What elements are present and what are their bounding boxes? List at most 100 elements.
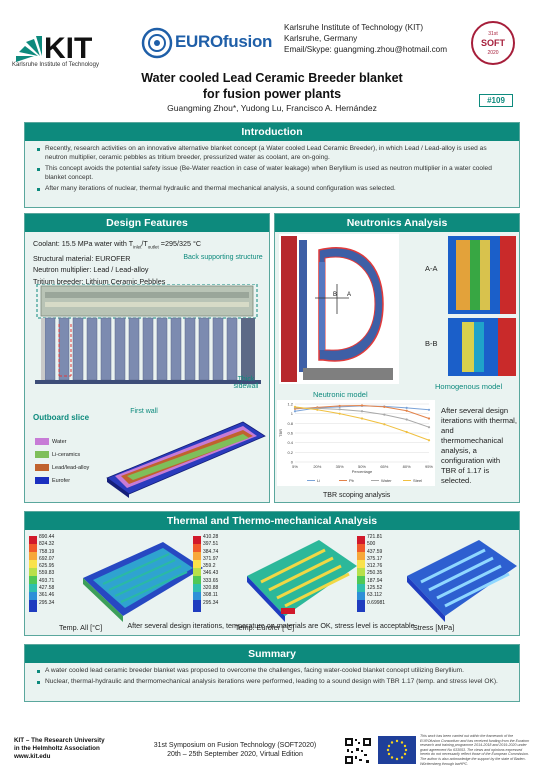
data-point-steel [427, 439, 431, 442]
data-point-pb [427, 417, 431, 420]
chart-background [277, 400, 435, 486]
section-heading: Design Features [25, 214, 269, 232]
soft-badge-line: 2020 [487, 50, 498, 56]
introduction-panel: Introduction Recently, research activiti… [24, 122, 520, 208]
section-heading: Introduction [25, 123, 519, 141]
legend-item: Li-ceramics [35, 451, 89, 458]
footer-kit-info: KIT – The Research University in the Hel… [14, 737, 105, 760]
section-label-aa: A-A [425, 264, 438, 273]
callout-back-supporting: Back supporting structure [183, 254, 263, 261]
legend-label-water: Water [381, 478, 392, 483]
x-axis-label: Percentage [352, 469, 373, 474]
y-tick-label: 1.2 [287, 402, 293, 407]
y-tick-label: 0.6 [287, 431, 293, 436]
data-point-water [427, 426, 431, 429]
intro-bullet: After many iterations of nuclear, therma… [37, 185, 509, 194]
section-view-bb [448, 318, 516, 376]
intro-bullet: This concept avoids the potential safety… [37, 165, 509, 182]
colorbar-stress [357, 536, 365, 612]
contact-line: Karlsruhe Institute of Technology (KIT) [284, 23, 424, 32]
data-point-pb [360, 404, 364, 407]
y-axis-label: TBR [278, 429, 283, 437]
data-point-li [293, 410, 297, 413]
structural-spec: Structural material: EUROFER [33, 253, 131, 263]
data-point-water [338, 408, 341, 411]
caption-temp-eurofer: Temp. Eurofer [°C] [235, 623, 295, 632]
legend-swatch [35, 438, 49, 445]
intro-bullet-list: Recently, research activities on an inno… [25, 141, 519, 194]
data-point-steel [338, 412, 341, 415]
caption-stress: Stress [MPa] [413, 623, 455, 632]
tbr-chart-caption: TBR scoping analysis [323, 492, 391, 499]
colorbar-stress-labels: 721.81 500 437.59 375.17 312.76 250.35 187.94 1… [367, 534, 386, 606]
data-point-steel [405, 430, 408, 434]
kit-subtitle: Karlsruhe Institute of Technology [12, 62, 99, 68]
data-point-water [360, 410, 364, 413]
poster-number-badge: #109 [479, 94, 513, 107]
legend-label-pb: Pb [349, 478, 355, 483]
x-tick-label: 65% [380, 464, 388, 469]
data-point-li [427, 408, 431, 411]
legend-label-steel: Steel [413, 478, 422, 483]
callout-thick-sidewall: Thick sidewall [233, 376, 259, 390]
summary-panel: Summary A water cooled lead ceramic bree… [24, 644, 520, 702]
legend-label-li: Li [317, 478, 320, 483]
eurofusion-wordmark: EUROfusion [175, 32, 273, 51]
section-label-bb: B-B [425, 339, 438, 348]
soft-badge-line: 31st [488, 31, 498, 37]
contact-line: Karlsruhe, Germany [284, 34, 358, 43]
section-view-aa [448, 236, 516, 314]
x-tick-label: 95% [425, 464, 433, 469]
data-point-steel [316, 408, 319, 411]
data-point-pb [405, 409, 408, 412]
x-tick-label: 50% [358, 464, 366, 469]
thermal-panel: Thermal and Thermo-mechanical Analysis 8… [24, 511, 520, 636]
data-point-steel [293, 405, 297, 408]
colorbar-temp-eurofer [193, 536, 201, 612]
data-point-water [405, 418, 408, 421]
legend-swatch [35, 464, 49, 471]
authors: Guangming Zhou*, Yudong Lu, Francisco A.… [167, 103, 377, 113]
eurofusion-logo [141, 27, 173, 59]
soft-badge-line: SOFT [481, 38, 506, 48]
x-tick-label: 80% [403, 464, 411, 469]
tokamak-cross-section: B A [279, 234, 399, 384]
section-marker: A [347, 292, 351, 298]
y-tick-label: 0 [291, 460, 294, 465]
y-tick-label: 0.2 [287, 450, 293, 455]
eu-flag-icon [378, 736, 416, 764]
poster-title-line1: Water cooled Lead Ceramic Breeder blanke… [141, 71, 403, 85]
poster-header: KIT Karlsruhe Institute of Technology EU… [0, 0, 544, 78]
neutronics-result-text: After several design iterations with the… [441, 406, 517, 485]
callout-first-wall: First wall [130, 408, 158, 415]
section-marker: B [333, 292, 337, 298]
y-tick-label: 1 [291, 411, 294, 416]
section-heading: Thermal and Thermo-mechanical Analysis [25, 512, 519, 530]
legend-item: Eurofer [35, 477, 89, 484]
qr-code-icon[interactable] [344, 737, 372, 765]
legend-swatch [35, 477, 49, 484]
data-point-pb [383, 405, 386, 408]
intro-bullet: Recently, research activities on an inno… [37, 145, 509, 162]
caption-temp-all: Temp. All [°C] [59, 623, 103, 632]
stress-contour [407, 540, 517, 622]
data-point-steel [383, 423, 386, 426]
coolant-spec: Coolant: 15.5 MPa water with Tinlet/Tout… [33, 239, 202, 250]
data-point-steel [360, 417, 364, 420]
summary-bullet: A water cooled lead ceramic breeder blan… [37, 667, 509, 676]
neutronic-model-label: Neutronic model [313, 390, 368, 399]
temp-eurofer-contour [247, 540, 357, 622]
breeder-spec: Tritium breeder: Lithium Ceramic Pebbles [33, 276, 166, 286]
data-point-pb [338, 404, 341, 408]
thermal-conclusion: After several design iterations, tempera… [127, 621, 417, 630]
y-tick-label: 0.8 [287, 421, 293, 426]
footer-funding-note: This work has been carried out within th… [420, 734, 530, 766]
colorbar-temp-eurofer-labels: 410.28 397.51 384.74 371.97 359.2 346.43 333.6… [203, 534, 219, 606]
data-point-li [405, 406, 408, 409]
outboard-slice-illustration [106, 421, 266, 498]
blanket-module-illustration [35, 284, 261, 384]
multiplier-spec: Neutron multiplier: Lead / Lead-alloy [33, 265, 149, 275]
kit-logo-text: KIT [44, 32, 92, 65]
data-point-water [383, 413, 386, 416]
design-spec-list: Coolant: 15.5 MPa water with Tinlet/Tout… [33, 238, 201, 287]
